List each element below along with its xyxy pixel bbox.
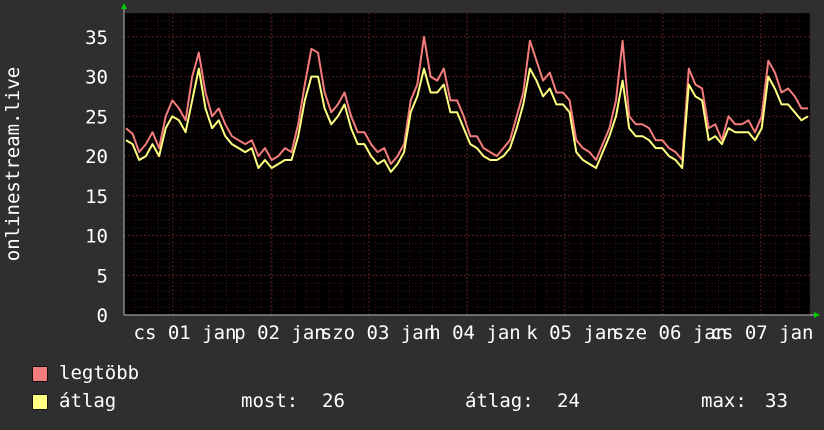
y-tick-label: 0 [97, 305, 108, 327]
y-tick-label: 5 [97, 265, 108, 287]
y-tick-label: 25 [85, 106, 108, 128]
summary-max-value: 33 [765, 390, 788, 412]
x-tick-label: szo 03 jan [321, 322, 435, 344]
y-tick-label: 30 [85, 67, 108, 89]
summary-max-label: max: [701, 390, 747, 412]
summary-now-value: 26 [322, 390, 345, 412]
x-tick-label: h 04 jan [429, 322, 521, 344]
y-tick-label: 35 [85, 27, 108, 49]
legend-label-avg: átlag [59, 390, 117, 412]
x-axis-arrow [814, 312, 820, 318]
y-axis-arrow [121, 3, 127, 9]
series-line-avg [125, 67, 809, 173]
legend-label-max: legtöbb [59, 362, 140, 384]
y-tick-label: 15 [85, 186, 108, 208]
summary-now-label: most: [241, 390, 299, 412]
x-tick-label: sze 06 jan [613, 322, 727, 344]
x-tick-label: cs 07 jan [711, 322, 814, 344]
series-line-max [125, 35, 808, 165]
legend-swatch-avg [32, 394, 48, 410]
y-tick-label: 20 [85, 146, 108, 168]
summary-avg-label: átlag: [465, 390, 534, 412]
x-tick-label: p 02 jan [234, 322, 326, 344]
summary-avg-value: 24 [557, 390, 580, 412]
x-tick-label: cs 01 jan [134, 322, 237, 344]
y-axis-title: onlinestream.live [2, 67, 24, 261]
legend-swatch-max [32, 366, 48, 382]
x-tick-label: k 05 jan [526, 322, 618, 344]
y-tick-label: 10 [85, 226, 108, 248]
